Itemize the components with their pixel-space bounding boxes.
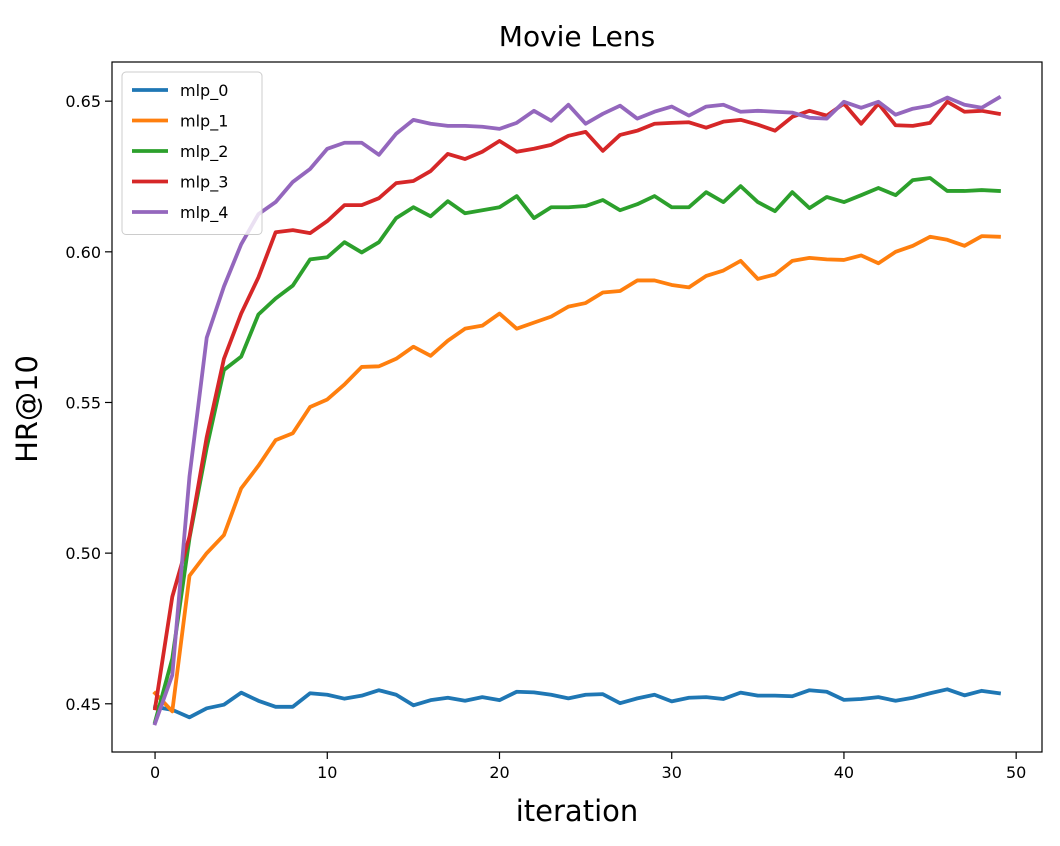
legend-box [121, 71, 263, 235]
series-line-mlp-0 [152, 687, 1002, 720]
x-tick-label: 50 [1006, 763, 1026, 782]
x-tick-label: 40 [834, 763, 854, 782]
x-axis: 0 10 20 30 40 50 [150, 752, 1026, 782]
y-tick-label: 0.45 [65, 695, 101, 714]
y-tick-label: 0.65 [65, 92, 101, 111]
y-axis-label: HR@10 [10, 355, 44, 463]
x-tick-label: 0 [150, 763, 160, 782]
legend-label-mlp-2: mlp_2 [180, 142, 228, 162]
y-tick-label: 0.60 [65, 243, 101, 262]
legend-label-mlp-3: mlp_3 [180, 173, 228, 193]
y-axis: 0.45 0.50 0.55 0.60 0.65 [65, 92, 112, 714]
legend: mlp_0 mlp_1 mlp_2 mlp_3 mlp_4 [121, 71, 263, 235]
plot-area-frame [111, 61, 1043, 753]
series-lines [152, 94, 1002, 726]
chart-title: Movie Lens [499, 20, 655, 53]
series-line-mlp-4 [152, 94, 1002, 726]
y-tick-label: 0.50 [65, 544, 101, 563]
series-line-mlp-3 [152, 99, 1002, 711]
series-line-mlp-2 [152, 176, 1001, 725]
x-tick-label: 30 [662, 763, 682, 782]
x-tick-label: 20 [489, 763, 509, 782]
series-line-mlp-1 [152, 234, 1001, 714]
legend-label-mlp-1: mlp_1 [180, 112, 228, 132]
y-tick-label: 0.55 [65, 393, 101, 412]
legend-label-mlp-0: mlp_0 [180, 81, 228, 101]
x-tick-label: 10 [317, 763, 337, 782]
legend-label-mlp-4: mlp_4 [180, 203, 228, 223]
x-axis-label: iteration [516, 794, 639, 828]
